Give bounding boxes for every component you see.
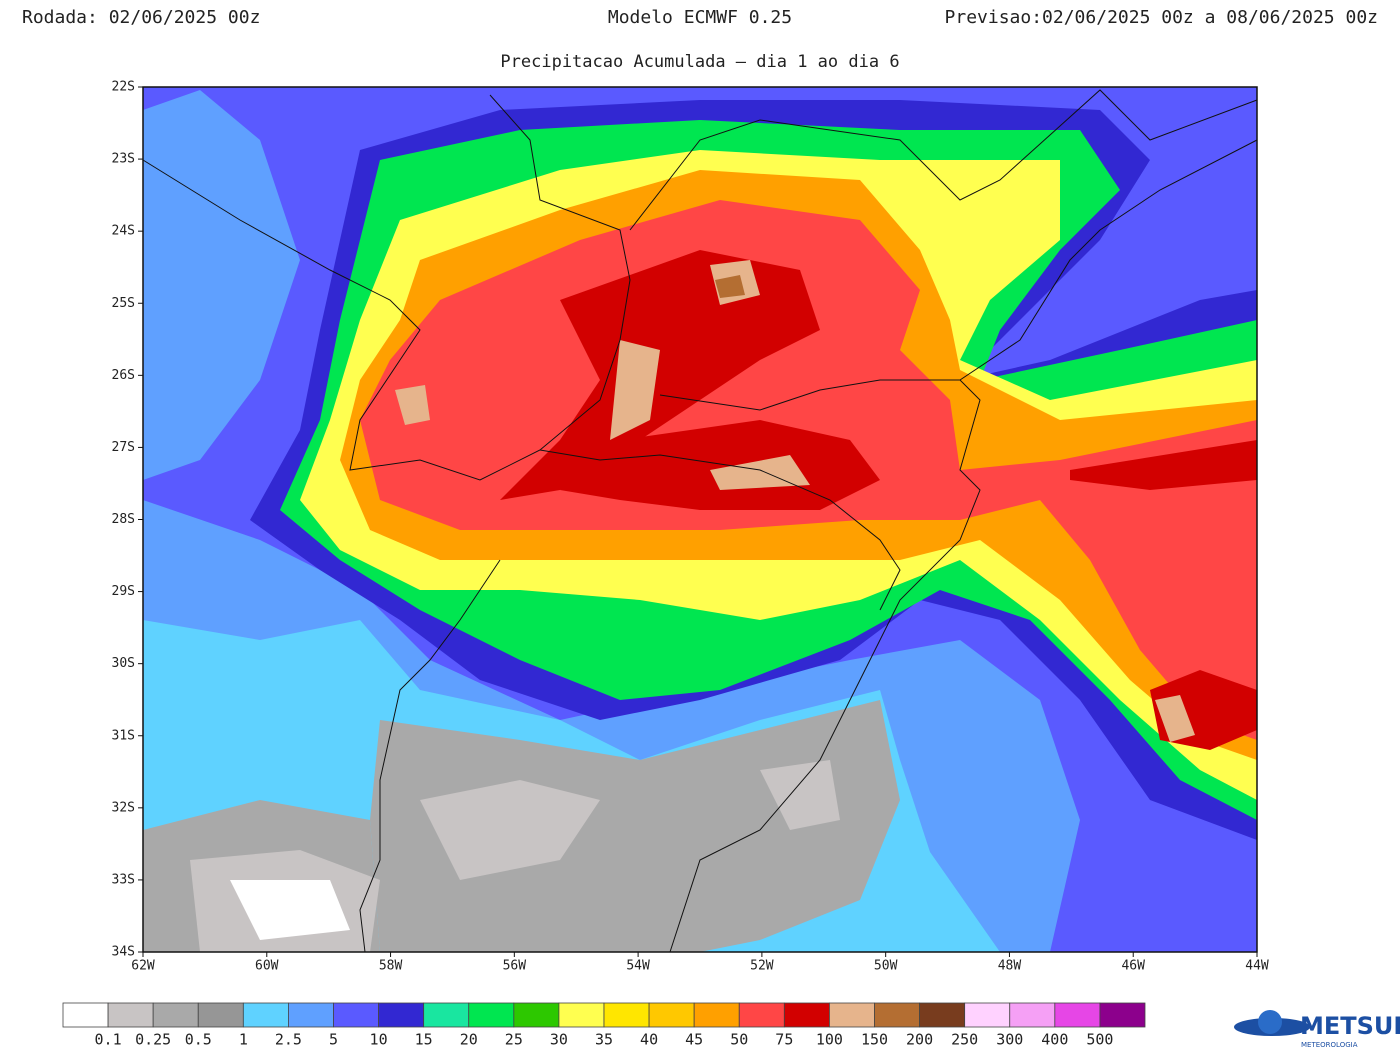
lat-label: 32S (112, 800, 135, 815)
colorbar-swatch (829, 1002, 875, 1028)
colorbar-label: 500 (1086, 1031, 1113, 1049)
colorbar-label: 35 (595, 1031, 613, 1049)
lat-label: 27S (112, 440, 135, 455)
colorbar-swatch (874, 1002, 920, 1028)
colorbar-swatch (1054, 1002, 1101, 1028)
logo-name: METSUL (1300, 1012, 1400, 1040)
lat-label: 28S (112, 512, 135, 527)
colorbar-label: 10 (370, 1031, 388, 1049)
colorbar-label: 100 (816, 1031, 843, 1049)
colorbar-label: 5 (329, 1031, 338, 1049)
lat-label: 31S (112, 728, 135, 743)
colorbar-label: 2.5 (275, 1031, 302, 1049)
lon-label: 46W (1121, 959, 1145, 974)
borders (142, 89, 1258, 953)
colorbar-label: 250 (951, 1031, 978, 1049)
colorbar-swatch (693, 1002, 740, 1028)
colorbar-label: 30 (550, 1031, 568, 1049)
forecast-label: Previsao:02/06/2025 00z a 08/06/2025 00z (945, 7, 1378, 28)
colorbar-swatch (919, 1002, 966, 1028)
lat-label: 26S (112, 368, 135, 383)
lon-label: 56W (503, 959, 527, 974)
subtitle: Precipitacao Acumulada – dia 1 ao dia 6 (500, 52, 899, 72)
colorbar-label: 150 (861, 1031, 888, 1049)
colorbar-swatch (558, 1002, 605, 1028)
run-label: Rodada: 02/06/2025 00z (22, 7, 260, 28)
lon-label: 60W (255, 959, 279, 974)
logo-tagline: METEOROLOGIA (1301, 1041, 1358, 1049)
colorbar-swatch (648, 1002, 695, 1028)
lat-label: 30S (112, 656, 135, 671)
lon-label: 62W (131, 959, 155, 974)
model-label: Modelo ECMWF 0.25 (608, 7, 792, 28)
colorbar-label: 15 (415, 1031, 433, 1049)
colorbar-label: 1 (239, 1031, 248, 1049)
lat-label: 34S (112, 945, 135, 960)
colorbar-swatch (107, 1002, 154, 1028)
colorbar-swatch (62, 1002, 109, 1028)
colorbar-label: 200 (906, 1031, 933, 1049)
lon-label: 44W (1245, 959, 1269, 974)
colorbar-label: 20 (460, 1031, 478, 1049)
lat-label: 25S (112, 296, 135, 311)
colorbar-swatch (333, 1002, 379, 1028)
colorbar-label: 50 (730, 1031, 748, 1049)
colorbar-swatch (964, 1002, 1011, 1028)
colorbar-label: 40 (640, 1031, 658, 1049)
lon-label: 52W (750, 959, 774, 974)
colorbar-label: 400 (1041, 1031, 1068, 1049)
lat-label: 24S (112, 224, 135, 239)
lon-label: 54W (626, 959, 650, 974)
colorbar-label: 0.1 (95, 1031, 122, 1049)
colorbar-swatch (197, 1002, 244, 1028)
colorbar-label: 75 (775, 1031, 793, 1049)
lat-label: 29S (112, 584, 135, 599)
colorbar-label: 300 (996, 1031, 1023, 1049)
colorbar-swatch (288, 1002, 334, 1028)
colorbar-swatch (1099, 1002, 1146, 1028)
lat-label: 22S (112, 80, 135, 95)
logo: METSUL METEOROLOGIA (1234, 1010, 1400, 1049)
colorbar-swatch (603, 1002, 650, 1028)
colorbar-label: 45 (685, 1031, 703, 1049)
colorbar-swatch (783, 1002, 830, 1028)
colorbar-swatch (152, 1002, 199, 1028)
lon-label: 58W (379, 959, 403, 974)
colorbar-swatch (513, 1002, 560, 1028)
lat-label: 33S (112, 872, 135, 887)
lat-label: 23S (112, 152, 135, 167)
colorbar-label: 0.5 (185, 1031, 212, 1049)
colorbar-label: 25 (505, 1031, 523, 1049)
colorbar-label: 0.25 (135, 1031, 171, 1049)
colorbar-swatch (242, 1002, 289, 1028)
lon-label: 50W (874, 959, 898, 974)
precip-field (143, 87, 1257, 952)
colorbar-swatch (468, 1002, 515, 1028)
colorbar-swatch (738, 1002, 785, 1028)
lon-label: 48W (998, 959, 1022, 974)
colorbar-swatch (1009, 1002, 1056, 1028)
colorbar-swatch (423, 1002, 470, 1028)
colorbar-swatch (378, 1002, 425, 1028)
